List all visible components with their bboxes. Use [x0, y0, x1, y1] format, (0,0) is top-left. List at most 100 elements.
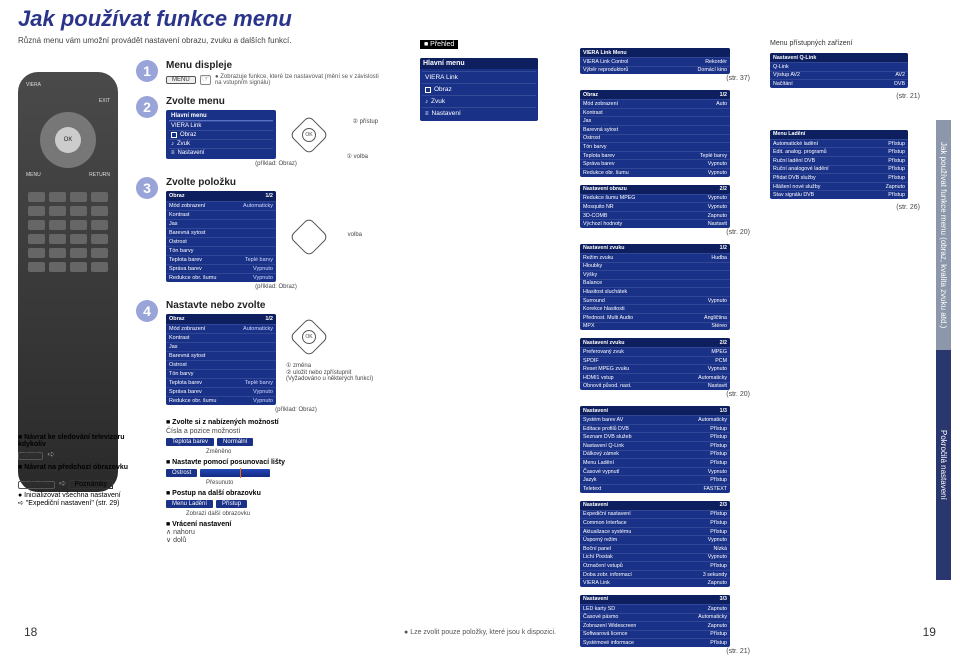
stack-5-row[interactable]: Časové vypnutíVypnuto [580, 467, 730, 476]
slider2-track[interactable] [200, 469, 270, 477]
step-2-row-1[interactable]: Obraz [169, 130, 273, 139]
stack-6-row[interactable]: VIERA LinkZapnuto [580, 578, 730, 587]
step-4-nav: OK [286, 314, 332, 360]
page-left-num: 18 [24, 625, 37, 639]
step-1-title: Menu displeje [166, 60, 386, 71]
steps-column: 1 Menu displeje MENU ● Zobrazuje funkce,… [100, 60, 426, 554]
stack-1-row[interactable]: Redukce obr. šumuVypnuto [580, 168, 730, 177]
stack-7-row[interactable]: LED karty SDZapnuto [580, 604, 730, 613]
step-4-nav-ok[interactable]: OK [302, 330, 316, 344]
fr-t2-row[interactable]: Stav signálu DVBPřístup [770, 190, 908, 199]
stack-4-row[interactable]: Preferovaný zvukMPEG [580, 347, 730, 356]
s4-section3-btn2[interactable]: Přístup [216, 500, 247, 508]
step-4-table: Obraz1/2 Mód zobrazeníAutomaticky Kontra… [166, 314, 276, 405]
stack-5-row[interactable]: Nastavení Q-LinkPřístup [580, 441, 730, 450]
stack-3-row[interactable]: Režim zvukuHudba [580, 253, 730, 262]
stack-6-row[interactable]: Aktualizace systémuPřístup [580, 527, 730, 536]
slider1-value[interactable]: Normální [217, 438, 253, 446]
stack-5-row[interactable]: JazykPřístup [580, 475, 730, 484]
stack-0-row[interactable]: VIERA Link ControlRekordér [580, 57, 730, 66]
stack-6-row[interactable]: Expediční nastaveníPřístup [580, 510, 730, 519]
footer-note: ● Lze zvolit pouze položky, které jsou k… [404, 629, 556, 636]
far-right-label: Menu přístupných zařízení [770, 40, 920, 47]
step-3-caption: (příklad: Obraz) [166, 284, 386, 290]
overview-row-0[interactable]: VIERA Link [422, 71, 536, 83]
stack-1-row[interactable]: Mód zobrazeníAuto [580, 99, 730, 108]
step-1-menu-chip[interactable]: MENU [166, 76, 196, 84]
fr-t2-row[interactable]: Automatické laděníPřístup [770, 139, 908, 148]
stack-6-row[interactable]: Lichí PixstakVypnuto [580, 553, 730, 562]
stack-3-row[interactable]: SurroundVypnuto [580, 296, 730, 305]
fr-t2-row[interactable]: Ruční analogové laděníPřístup [770, 165, 908, 174]
side-tab: Jak používat funkce menu (obraz, kvalita… [936, 120, 960, 580]
step-2-row-3[interactable]: ≡Nastavení [169, 148, 273, 157]
stack-1-row[interactable]: Tón barvy [580, 142, 730, 151]
stack-1-row[interactable]: Barevná sytost [580, 125, 730, 134]
stack-0-row[interactable]: Výběr reproduktorůDomácí kino [580, 66, 730, 75]
overview-row-2[interactable]: ♪Zvuk [422, 95, 536, 107]
stack-6-row[interactable]: Doba zobr. informací3 sekundy [580, 570, 730, 579]
right-stacks: VIERA Link MenuVIERA Link ControlRekordé… [580, 48, 750, 663]
stack-6-row[interactable]: Úsporný režimVypnuto [580, 535, 730, 544]
stack-1-row[interactable]: Jas [580, 116, 730, 125]
stack-5-row[interactable]: Seznam DVB služebPřístup [580, 432, 730, 441]
fr-t2-row[interactable]: Edit. analog. programůPřístup [770, 147, 908, 156]
stack-3-row[interactable]: Přednost. Multi AudioAngličtina [580, 313, 730, 322]
stack-3-row[interactable]: Hloubky [580, 262, 730, 271]
stack-3-row[interactable]: Hlasitost sluchátek [580, 287, 730, 296]
slider2-label: Ostrost [166, 469, 197, 477]
stack-5-row[interactable]: TeletextFASTEXT [580, 484, 730, 493]
fr-t2-row[interactable]: Ruční ladění DVBPřístup [770, 156, 908, 165]
stack-2-row[interactable]: Mosquito NRVypnuto [580, 202, 730, 211]
stack-2-row[interactable]: Redukce šumu MPEGVypnuto [580, 194, 730, 203]
stack-3-row[interactable]: MPXStéreo [580, 322, 730, 331]
stack-7-row[interactable]: Časové pásmoAutomaticky [580, 613, 730, 622]
stack-1-row[interactable]: Správa barevVypnuto [580, 159, 730, 168]
stack-3-row[interactable]: Korekce hlasitosti [580, 304, 730, 313]
remote-menu-label: MENU [26, 172, 41, 178]
stack-4-str: (str. 20) [580, 391, 750, 398]
stack-5-row[interactable]: Menu LaděníPřístup [580, 458, 730, 467]
stack-4-row[interactable]: HDMI1 vstupAutomaticky [580, 373, 730, 382]
step-3-nav: volba [286, 214, 332, 260]
overview: ■ Přehled Hlavní menu VIERA Link Obraz ♪… [420, 40, 538, 121]
stack-5-row[interactable]: Editace profilů DVBPřístup [580, 424, 730, 433]
stack-2-row[interactable]: Výchozí hodnotyNastavit [580, 219, 730, 228]
stack-6-row[interactable]: Boční panelNízká [580, 544, 730, 553]
page-title: Jak používat funkce menu [0, 0, 960, 32]
stack-1-row[interactable]: Kontrast [580, 108, 730, 117]
step-2: 2 Zvolte menu Hlavní menu VIERA Link Obr… [100, 96, 426, 167]
stack-5-row[interactable]: Dálkový zámekPřístup [580, 450, 730, 459]
overview-row-1[interactable]: Obraz [422, 83, 536, 95]
stack-3-row[interactable]: Balance [580, 279, 730, 288]
stack-3-row[interactable]: Výšky [580, 270, 730, 279]
stack-4-row[interactable]: SPDIFPCM [580, 356, 730, 365]
fr-t1-row[interactable]: Q-Link [770, 62, 908, 71]
stack-6-row[interactable]: Označení vstupůPřístup [580, 561, 730, 570]
chip-exit[interactable]: EXIT [18, 452, 43, 460]
nav-ok-icon[interactable]: OK [302, 128, 316, 142]
stack-5-row[interactable]: Systém barev AVAutomaticky [580, 415, 730, 424]
stack-2-row[interactable]: 3D-COMBZapnuto [580, 211, 730, 220]
overview-row-3[interactable]: ≡Nastavení [422, 107, 536, 119]
step-2-row-0[interactable]: VIERA Link [169, 121, 273, 130]
stack-1-row[interactable]: Teplota barevTeplé barvy [580, 151, 730, 160]
fr-t1-row[interactable]: NačítáníDVB [770, 79, 908, 88]
step-2-title: Zvolte menu [166, 96, 386, 107]
chip-return[interactable]: RETURN [18, 481, 55, 489]
fr-t2-row[interactable]: Přidat DVB službyPřístup [770, 173, 908, 182]
s4-section3-head: ■ Postup na další obrazovku [166, 490, 426, 497]
stack-4-row[interactable]: Obnovit původ. nast.Nastavit [580, 382, 730, 391]
stack-6-row[interactable]: Common InterfacePřístup [580, 518, 730, 527]
stack-4-row[interactable]: Reset MPEG zvukuVypnuto [580, 364, 730, 373]
s4-section3-btn1[interactable]: Menu Ladění [166, 500, 213, 508]
far-right-t1: Nastavení Q-Link Q-LinkVýstup AV2AV2Načí… [770, 53, 908, 88]
remote-ok-button[interactable]: OK [55, 127, 81, 153]
fr-t2-row[interactable]: Hlášení nové službyZapnuto [770, 182, 908, 191]
far-right-t1-hdr: Nastavení Q-Link [770, 53, 908, 62]
fr-t1-row[interactable]: Výstup AV2AV2 [770, 71, 908, 80]
s4-section1-head: ■ Zvolte si z nabízených možností [166, 419, 426, 426]
step-2-row-2[interactable]: ♪Zvuk [169, 139, 273, 148]
step-4: 4 Nastavte nebo zvolte Obraz1/2 Mód zobr… [100, 300, 426, 544]
stack-1-row[interactable]: Ostrost [580, 134, 730, 143]
